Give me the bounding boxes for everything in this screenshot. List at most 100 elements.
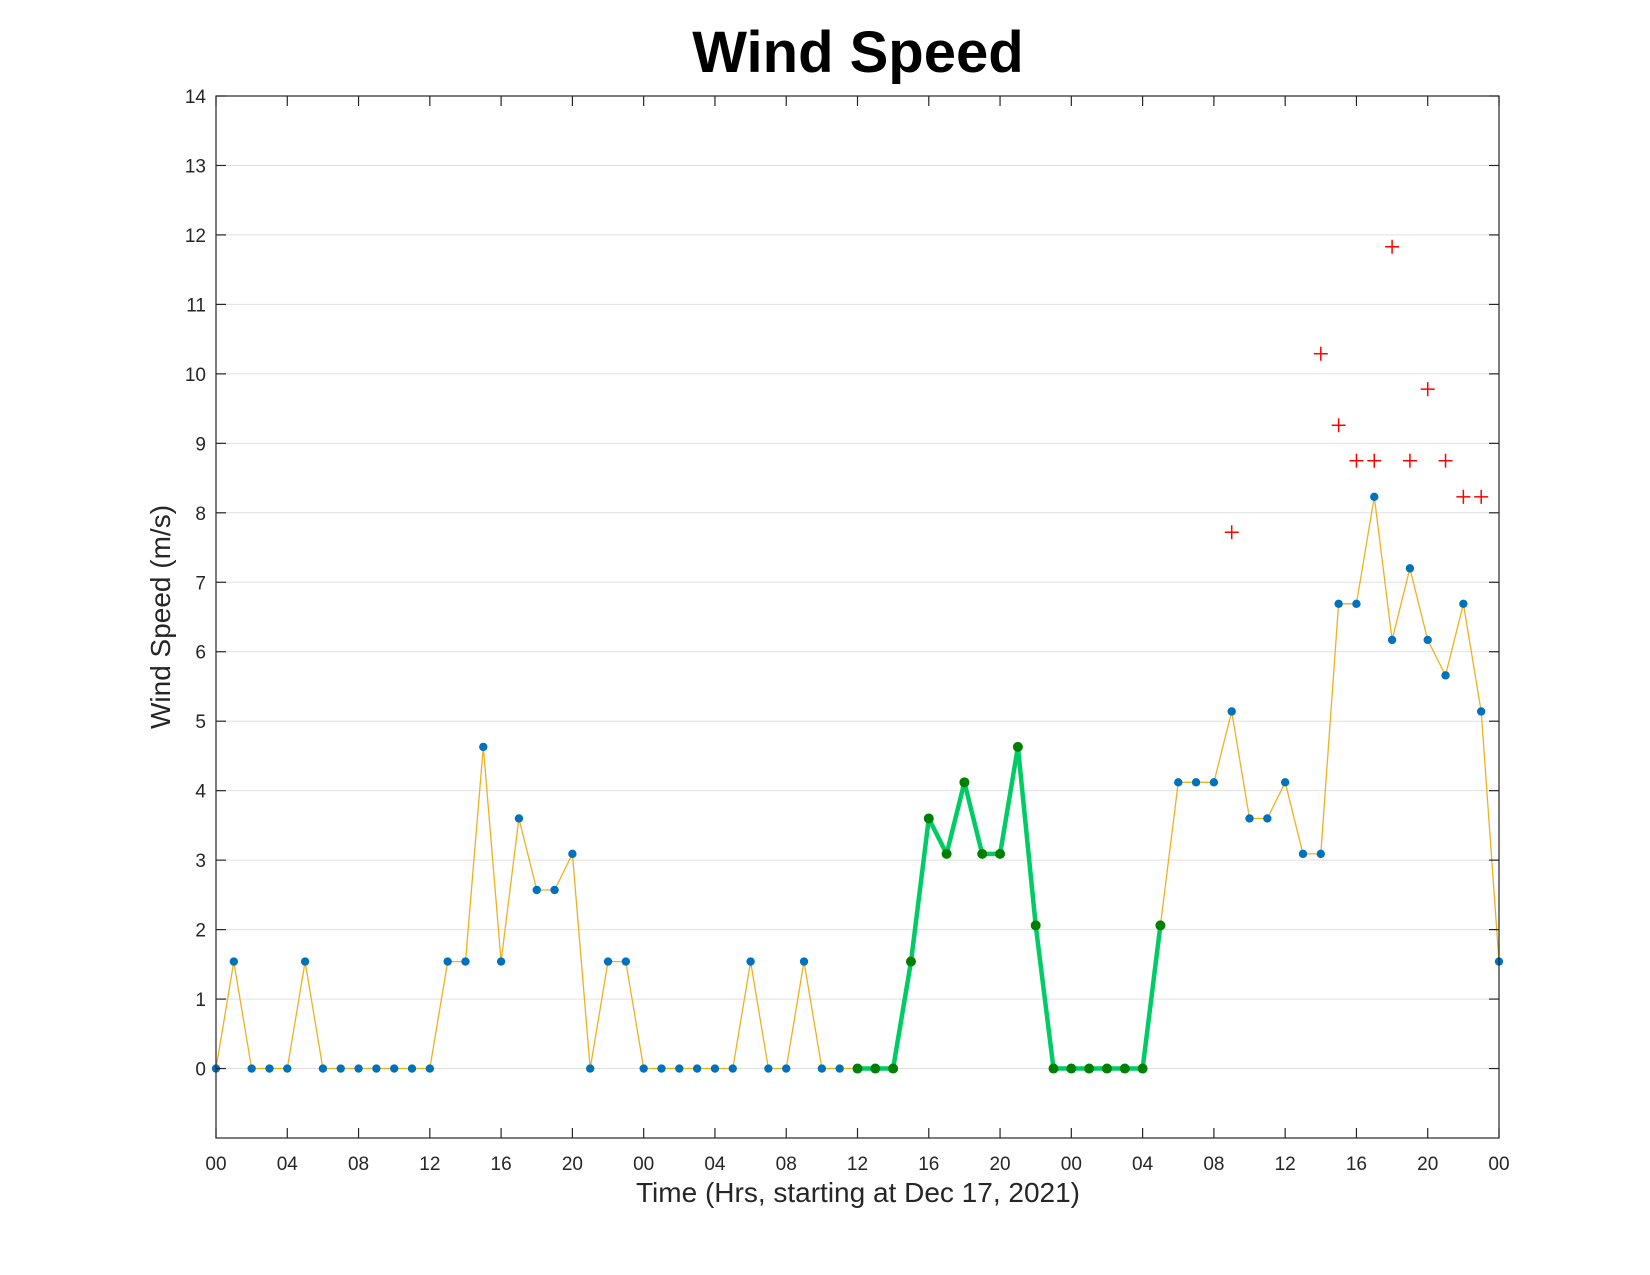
data-point xyxy=(514,814,524,823)
data-point xyxy=(1370,492,1379,502)
data-point xyxy=(229,957,239,966)
highlight-data-point xyxy=(1119,1063,1130,1074)
data-point xyxy=(407,1064,417,1073)
highlight-data-point xyxy=(1137,1063,1148,1074)
data-point xyxy=(425,1064,435,1073)
highlight-data-point xyxy=(1030,920,1041,931)
x-tick-labels: 00 04 08 12 16 20 00 04 08 12 16 20 00 04 08 12 16 20 00 xyxy=(205,1154,1509,1175)
x-tick-label: 20 xyxy=(989,1154,1010,1175)
highlight-data-point xyxy=(852,1063,863,1074)
x-tick-label: 00 xyxy=(205,1154,226,1175)
data-point xyxy=(354,1064,363,1073)
highlight-data-point xyxy=(1048,1063,1059,1074)
highlight-data-point xyxy=(1084,1063,1095,1074)
data-point xyxy=(621,957,631,966)
data-point xyxy=(799,957,809,966)
x-tick-label: 04 xyxy=(1132,1154,1154,1175)
data-point xyxy=(1227,707,1236,716)
data-point xyxy=(692,1064,702,1073)
data-point xyxy=(283,1064,292,1073)
y-tick-label: 3 xyxy=(195,851,206,872)
y-tick-label: 5 xyxy=(195,712,206,733)
data-point xyxy=(1405,564,1415,573)
data-point xyxy=(479,742,488,752)
gust-point xyxy=(1456,489,1471,504)
gust-point xyxy=(1474,489,1489,504)
highlight-data-point xyxy=(870,1063,881,1074)
gust-point xyxy=(1367,453,1382,468)
y-tick-label: 7 xyxy=(195,573,206,594)
highlight-data-point xyxy=(905,956,916,967)
y-axis-label: Wind Speed (m/s) xyxy=(145,505,176,729)
data-point xyxy=(1316,849,1326,859)
y-tick-label: 13 xyxy=(185,156,206,177)
data-point xyxy=(1263,814,1272,823)
data-point xyxy=(496,957,506,966)
gridlines xyxy=(216,95,1499,1070)
data-point xyxy=(1423,635,1432,645)
x-tick-label: 00 xyxy=(1061,1154,1082,1175)
data-point xyxy=(1298,849,1308,859)
data-point xyxy=(532,885,541,895)
y-tick-label: 0 xyxy=(195,1060,206,1081)
x-tick-label: 00 xyxy=(1488,1154,1509,1175)
data-point xyxy=(247,1064,256,1073)
x-tick-label: 08 xyxy=(1203,1154,1224,1175)
data-point xyxy=(1174,778,1183,787)
data-point xyxy=(746,957,755,966)
data-point xyxy=(764,1064,773,1073)
data-point xyxy=(603,957,613,966)
data-point xyxy=(389,1064,399,1073)
data-point xyxy=(817,1064,827,1073)
data-point xyxy=(1209,778,1219,787)
data-point xyxy=(1191,778,1201,787)
highlight-data-point xyxy=(977,848,988,859)
highlight-data-point xyxy=(923,813,934,824)
data-point xyxy=(1387,635,1397,645)
y-tick-label: 1 xyxy=(195,990,206,1011)
data-point xyxy=(835,1064,844,1073)
highlight-data-point xyxy=(941,848,952,859)
axis-ticks xyxy=(215,95,1500,1138)
x-tick-label: 20 xyxy=(1417,1154,1438,1175)
y-tick-label: 8 xyxy=(195,504,206,525)
data-point xyxy=(1459,599,1468,609)
y-tick-label: 12 xyxy=(185,226,206,247)
data-point xyxy=(300,957,310,966)
gust-point xyxy=(1402,453,1417,468)
data-point xyxy=(657,1064,666,1073)
data-point xyxy=(318,1064,328,1073)
data-point xyxy=(550,885,559,895)
highlight-data-point xyxy=(1066,1063,1077,1074)
data-point xyxy=(1352,599,1361,609)
x-tick-label: 20 xyxy=(562,1154,583,1175)
data-point xyxy=(372,1064,381,1073)
data-point xyxy=(1334,599,1343,609)
data-point xyxy=(336,1064,345,1073)
highlight-data-point xyxy=(888,1063,899,1074)
x-tick-label: 16 xyxy=(1346,1154,1367,1175)
highlight-series-line xyxy=(857,744,1163,1071)
highlight-data-point xyxy=(1012,741,1023,752)
gust-point xyxy=(1331,418,1346,433)
highlight-data-point xyxy=(995,848,1006,859)
data-point xyxy=(1245,814,1254,823)
highlight-data-point xyxy=(1101,1063,1112,1074)
data-point xyxy=(675,1064,684,1073)
y-tick-label: 11 xyxy=(186,295,206,316)
x-axis-label: Time (Hrs, starting at Dec 17, 2021) xyxy=(636,1177,1080,1208)
y-tick-label: 4 xyxy=(195,782,206,803)
data-point xyxy=(728,1064,737,1073)
x-tick-label: 12 xyxy=(847,1154,868,1175)
x-tick-label: 12 xyxy=(1275,1154,1296,1175)
gust-point xyxy=(1385,239,1400,254)
data-point xyxy=(639,1064,648,1073)
data-point xyxy=(265,1064,274,1073)
y-tick-label: 9 xyxy=(195,434,206,455)
data-markers xyxy=(211,492,1504,1074)
chart-title: Wind Speed xyxy=(692,20,1023,85)
y-tick-label: 2 xyxy=(195,921,206,942)
gust-point xyxy=(1349,453,1364,468)
x-tick-label: 04 xyxy=(704,1154,726,1175)
